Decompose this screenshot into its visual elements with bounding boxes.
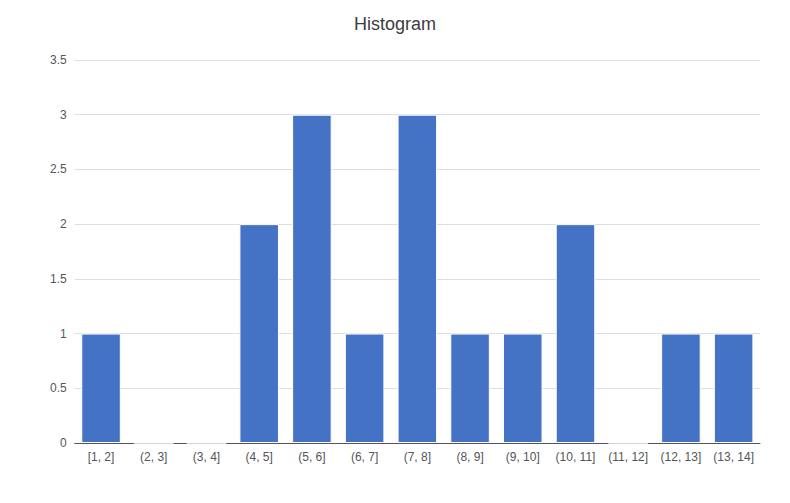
svg-text:(4, 5]: (4, 5] xyxy=(246,450,273,464)
svg-text:2.5: 2.5 xyxy=(50,162,67,176)
svg-text:3: 3 xyxy=(60,108,67,122)
svg-text:(9, 10]: (9, 10] xyxy=(506,450,540,464)
svg-text:(7, 8]: (7, 8] xyxy=(404,450,431,464)
svg-text:1.5: 1.5 xyxy=(50,272,67,286)
svg-text:3.5: 3.5 xyxy=(50,53,67,67)
svg-text:(12, 13]: (12, 13] xyxy=(661,450,702,464)
svg-text:2: 2 xyxy=(60,217,67,231)
svg-text:(10, 11]: (10, 11] xyxy=(556,450,596,464)
svg-text:(6, 7]: (6, 7] xyxy=(351,450,378,464)
svg-text:(13, 14]: (13, 14] xyxy=(713,450,754,464)
svg-text:Histogram: Histogram xyxy=(354,14,436,34)
svg-text:1: 1 xyxy=(60,327,67,341)
svg-text:(2, 3]: (2, 3] xyxy=(140,450,167,464)
svg-text:(8, 9]: (8, 9] xyxy=(456,450,483,464)
svg-text:[1, 2]: [1, 2] xyxy=(88,450,115,464)
svg-text:0.5: 0.5 xyxy=(50,381,67,395)
svg-text:0: 0 xyxy=(60,436,67,450)
svg-text:(11, 12]: (11, 12] xyxy=(608,450,648,464)
svg-text:(5, 6]: (5, 6] xyxy=(298,450,325,464)
svg-text:(3, 4]: (3, 4] xyxy=(193,450,220,464)
